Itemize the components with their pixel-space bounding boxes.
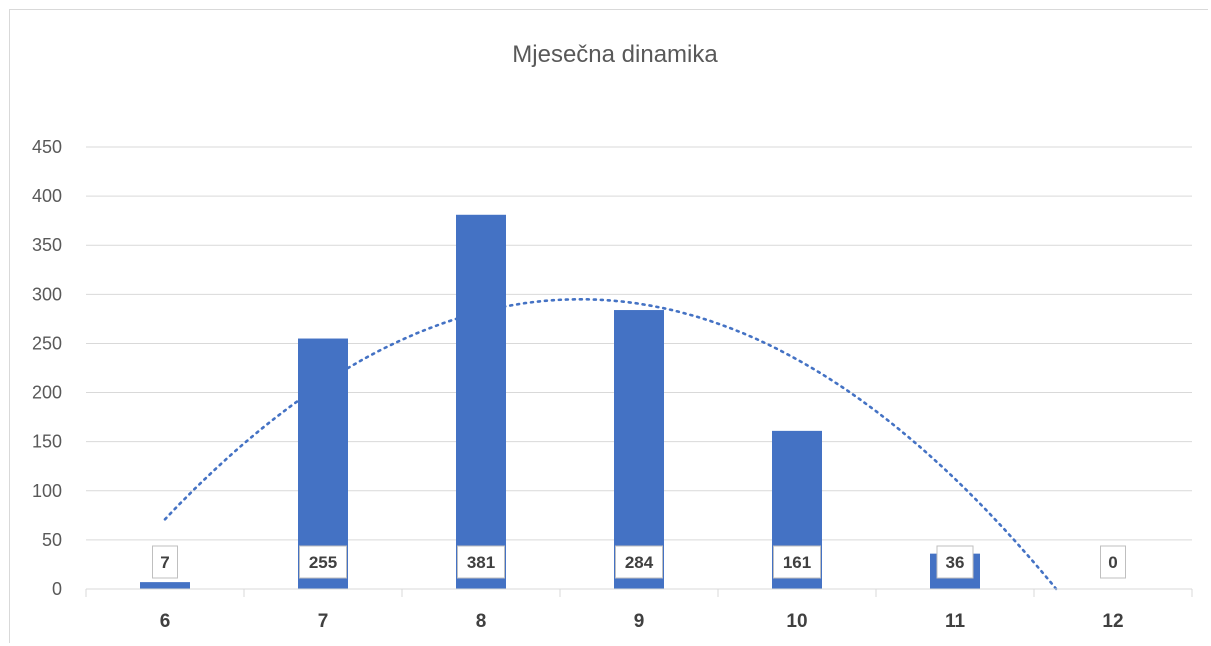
y-tick-label: 0 (52, 579, 62, 599)
y-tick-label: 150 (32, 432, 62, 452)
x-tick-label: 12 (1102, 611, 1123, 632)
y-axis-ticks: 0 50 100 150 200 250 300 350 400 450 (32, 137, 62, 599)
y-tick-label: 300 (32, 284, 62, 304)
x-tick-label: 11 (945, 611, 966, 632)
data-label-box (1100, 545, 1126, 579)
data-label: 36 (946, 553, 965, 572)
bar (140, 582, 190, 589)
data-labels: 7 255 381 284 161 36 0 (152, 545, 1126, 579)
y-tick-label: 250 (32, 333, 62, 353)
y-tick-label: 100 (32, 481, 62, 501)
y-tick-label: 400 (32, 186, 62, 206)
x-tick-label: 10 (786, 611, 807, 632)
x-tick-label: 6 (160, 611, 171, 632)
data-label: 0 (1108, 553, 1117, 572)
data-label: 7 (160, 553, 169, 572)
data-label-box (773, 545, 821, 579)
bar (456, 214, 506, 590)
data-label: 255 (309, 553, 337, 572)
x-axis (85, 588, 1193, 597)
x-tick-label: 8 (476, 611, 487, 632)
data-label: 381 (467, 553, 495, 572)
bars (140, 214, 980, 590)
bar (614, 310, 664, 589)
data-label-box (152, 545, 178, 579)
data-label-box (457, 545, 505, 579)
chart-frame (9, 9, 1208, 643)
data-label: 161 (783, 553, 811, 572)
y-tick-label: 50 (42, 530, 62, 550)
data-label-box (299, 545, 347, 579)
x-tick-label: 7 (318, 611, 329, 632)
x-axis-ticks: 6 7 8 9 10 11 12 (160, 611, 1124, 632)
y-tick-label: 350 (32, 235, 62, 255)
y-tick-label: 200 (32, 383, 62, 403)
chart-title: Mjesečna dinamika (512, 41, 718, 68)
data-label-box (615, 545, 663, 579)
y-tick-label: 450 (32, 137, 62, 157)
data-label: 284 (625, 553, 654, 572)
x-tick-label: 9 (634, 611, 645, 632)
data-label-box (936, 545, 974, 579)
